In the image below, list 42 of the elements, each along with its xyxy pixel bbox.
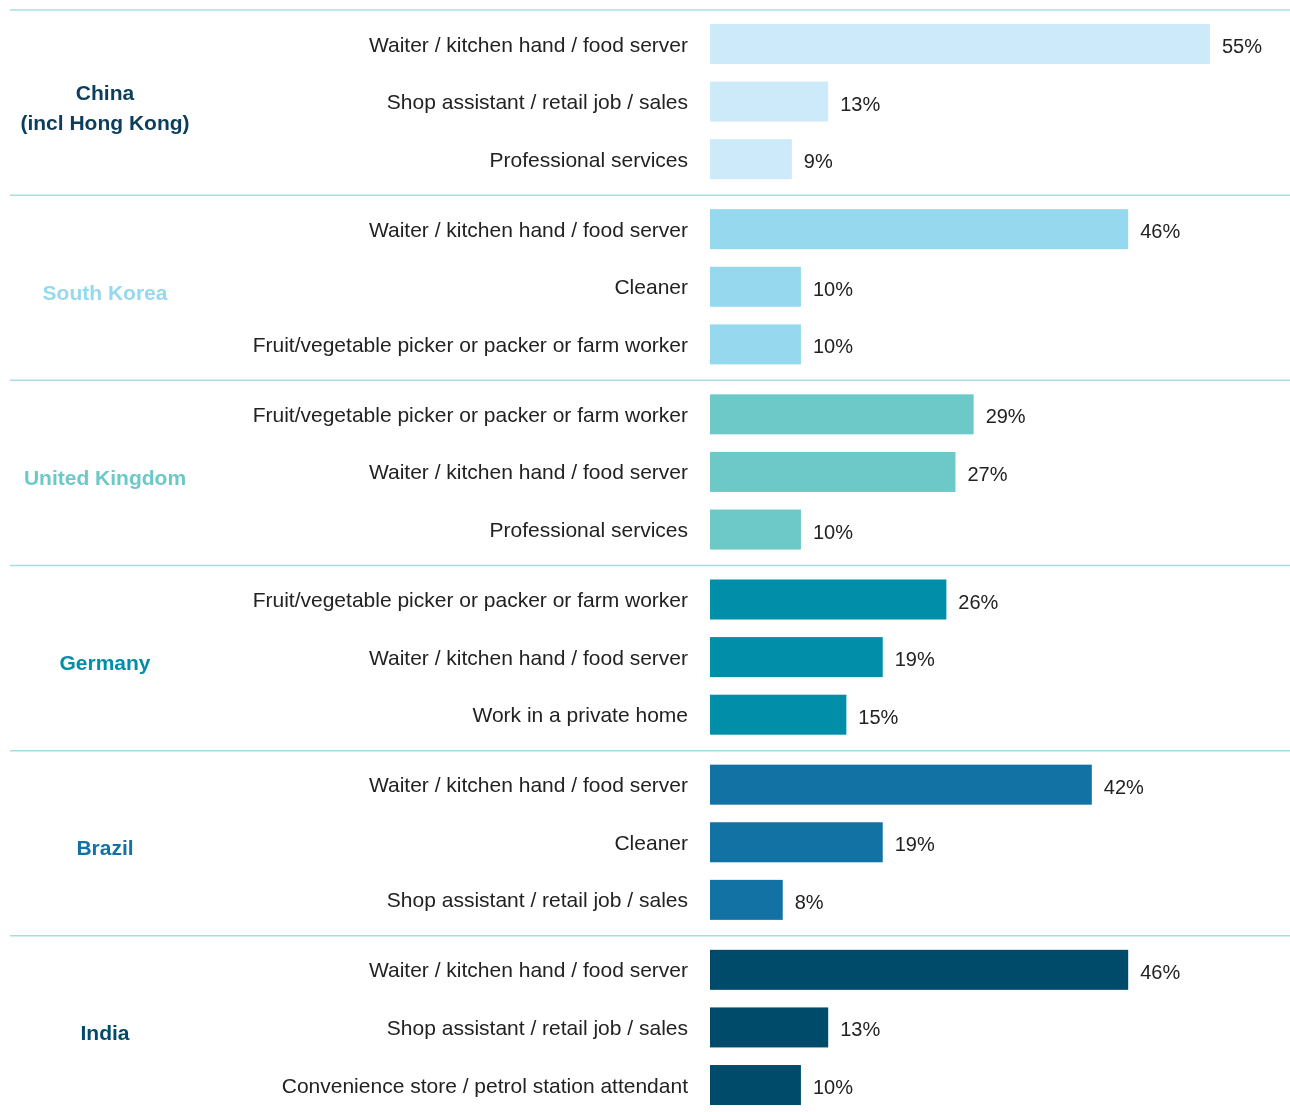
y-tick-label: Waiter / kitchen hand / food server (368, 645, 688, 669)
data-label: 10% (812, 335, 854, 358)
data-label: 19% (894, 648, 935, 671)
y-tick-label: Convenience store / petrol station attendant (281, 1073, 689, 1097)
text: Brazil (76, 836, 134, 860)
y-tick-label: Waiter / kitchen hand / food server (368, 773, 688, 797)
y-tick-label: Waiter / kitchen hand / food server (368, 32, 688, 56)
y-tick-label: Shop assistant / retail job / sales (386, 888, 688, 912)
data-label: 42% (1103, 775, 1145, 798)
data-label: 46% (1140, 220, 1181, 243)
y-tick-label: Fruit/vegetable picker or packer or farm worker (252, 402, 688, 426)
data-label: 10% (812, 1076, 854, 1099)
data-label: 19% (894, 833, 935, 856)
y-tick-label: Waiter / kitchen hand / food server (368, 958, 688, 982)
y-tick-label: Shop assistant / retail job / sales (386, 90, 688, 114)
y-tick-label: Fruit/vegetable picker or packer or farm worker (252, 588, 688, 611)
data-label: 26% (958, 590, 999, 613)
data-label: 15% (858, 705, 899, 728)
text: Germany (59, 651, 151, 674)
text: United Kingdom (23, 465, 187, 489)
y-tick-label: Cleaner (614, 830, 688, 854)
data-label: 10% (812, 520, 854, 543)
text: India (80, 1021, 130, 1045)
y-tick-label: Fruit/vegetable picker or packer or farm worker (252, 332, 688, 356)
data-label: 8% (794, 890, 824, 913)
data-label: 27% (967, 462, 1008, 485)
y-tick-label: Shop assistant / retail job / sales (386, 1015, 688, 1039)
text: China (incl Hong Kong) (20, 80, 190, 134)
y-tick-label: Work in a private home (472, 703, 688, 727)
data-label: 10% (812, 277, 854, 300)
data-label: 13% (840, 92, 881, 115)
y-tick-label: Cleaner (614, 275, 688, 299)
y-tick-label: Professional services (489, 518, 688, 542)
data-label: 9% (803, 150, 833, 173)
data-label: 55% (1222, 35, 1263, 57)
y-tick-label: Waiter / kitchen hand / food server (368, 217, 688, 241)
y-tick-label: Waiter / kitchen hand / food server (368, 460, 688, 484)
text: South Korea (42, 280, 168, 304)
y-tick-label: Professional services (489, 147, 688, 171)
data-label: 13% (840, 1018, 881, 1041)
data-label: 29% (985, 405, 1026, 428)
data-label: 46% (1140, 960, 1181, 983)
